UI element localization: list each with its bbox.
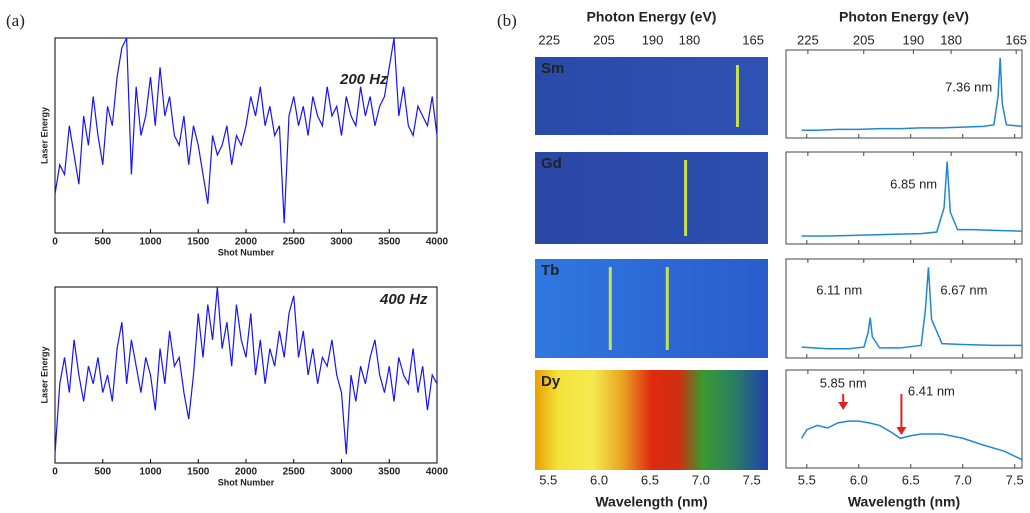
x-axis-title: Wavelength (nm) <box>595 494 707 510</box>
x-tick-label: 1500 <box>187 467 210 478</box>
x-tick-label: 0 <box>52 467 58 478</box>
top-tick-label: 190 <box>903 32 925 47</box>
x-tick-label: 6.0 <box>590 472 608 487</box>
plot-frame <box>785 258 1023 359</box>
element-label: Tb <box>541 262 559 279</box>
spectrum-image <box>535 259 768 358</box>
panel-label: (a) <box>6 11 25 30</box>
spectrum-line <box>801 161 1023 237</box>
x-tick-label: 4000 <box>426 237 449 248</box>
x-tick-label: 3000 <box>330 467 353 478</box>
peak-label: 6.11 nm <box>816 282 862 297</box>
peak-label: 6.67 nm <box>940 282 987 297</box>
x-tick-label: 4000 <box>426 467 449 478</box>
arrow-head <box>896 427 907 435</box>
element-label: Sm <box>541 60 564 77</box>
x-tick-label: 7.0 <box>954 472 972 487</box>
top-tick-label: 165 <box>742 32 764 47</box>
emission-line <box>735 65 739 127</box>
x-axis-title: Shot Number <box>218 247 275 257</box>
x-axis-title: Shot Number <box>218 477 275 487</box>
x-tick-label: 2000 <box>235 467 258 478</box>
x-tick-label: 2000 <box>235 237 258 248</box>
emission-line <box>665 267 669 350</box>
spectrum-line <box>801 57 1023 131</box>
y-axis-title: Laser Energy <box>39 346 49 403</box>
top-tick-label: 165 <box>1005 32 1027 47</box>
top-tick-label: 190 <box>642 32 664 47</box>
top-tick-label: 225 <box>797 32 819 47</box>
peak-label: 7.36 nm <box>945 79 992 94</box>
x-tick-label: 500 <box>94 467 111 478</box>
top-axis-title: Photon Energy (eV) <box>587 9 717 25</box>
spectrum-image <box>535 57 768 135</box>
spectrum-line <box>801 267 1022 350</box>
x-tick-label: 0 <box>52 237 58 248</box>
peak-label: 6.85 nm <box>890 176 937 191</box>
panel-label: (b) <box>497 11 517 30</box>
x-tick-label: 5.5 <box>539 472 557 487</box>
emission-line <box>684 160 688 236</box>
x-tick-label: 7.5 <box>1006 472 1024 487</box>
x-tick-label: 6.0 <box>850 472 868 487</box>
plot-frame <box>785 369 1023 469</box>
top-axis-title: Photon Energy (eV) <box>839 9 969 25</box>
top-tick-label: 180 <box>940 32 962 47</box>
peak-label: 6.41 nm <box>908 383 955 398</box>
x-tick-label: 3500 <box>378 237 401 248</box>
x-axis-title: Wavelength (nm) <box>848 494 960 510</box>
x-tick-label: 500 <box>94 237 111 248</box>
x-tick-label: 3000 <box>330 237 353 248</box>
emission-line <box>608 267 612 350</box>
x-tick-label: 1500 <box>187 237 210 248</box>
top-tick-label: 225 <box>538 32 560 47</box>
plot-frame <box>785 151 1023 245</box>
top-tick-label: 180 <box>679 32 701 47</box>
element-label: Gd <box>541 155 562 172</box>
spectrum-line <box>800 420 1023 461</box>
x-tick-label: 3500 <box>378 467 401 478</box>
spectrum-image <box>535 152 768 244</box>
spectrum-image <box>535 370 768 470</box>
arrow-head <box>838 402 849 410</box>
x-tick-label: 1000 <box>139 467 162 478</box>
annotation: 400 Hz <box>379 291 428 308</box>
annotation: 200 Hz <box>339 71 388 88</box>
x-tick-label: 2500 <box>283 467 306 478</box>
y-axis-title: Laser Energy <box>39 107 49 164</box>
x-tick-label: 7.5 <box>743 472 761 487</box>
x-tick-label: 1000 <box>139 237 162 248</box>
plot-frame <box>785 49 1023 139</box>
x-tick-label: 6.5 <box>902 472 920 487</box>
x-tick-label: 7.0 <box>692 472 710 487</box>
x-tick-label: 5.5 <box>798 472 816 487</box>
top-tick-label: 205 <box>593 32 615 47</box>
data-line <box>54 37 438 224</box>
peak-label: 5.85 nm <box>820 375 867 390</box>
x-tick-label: 2500 <box>283 237 306 248</box>
plot-frame <box>54 37 438 234</box>
data-line <box>54 286 438 455</box>
element-label: Dy <box>541 373 561 390</box>
top-tick-label: 205 <box>853 32 875 47</box>
x-tick-label: 6.5 <box>641 472 659 487</box>
